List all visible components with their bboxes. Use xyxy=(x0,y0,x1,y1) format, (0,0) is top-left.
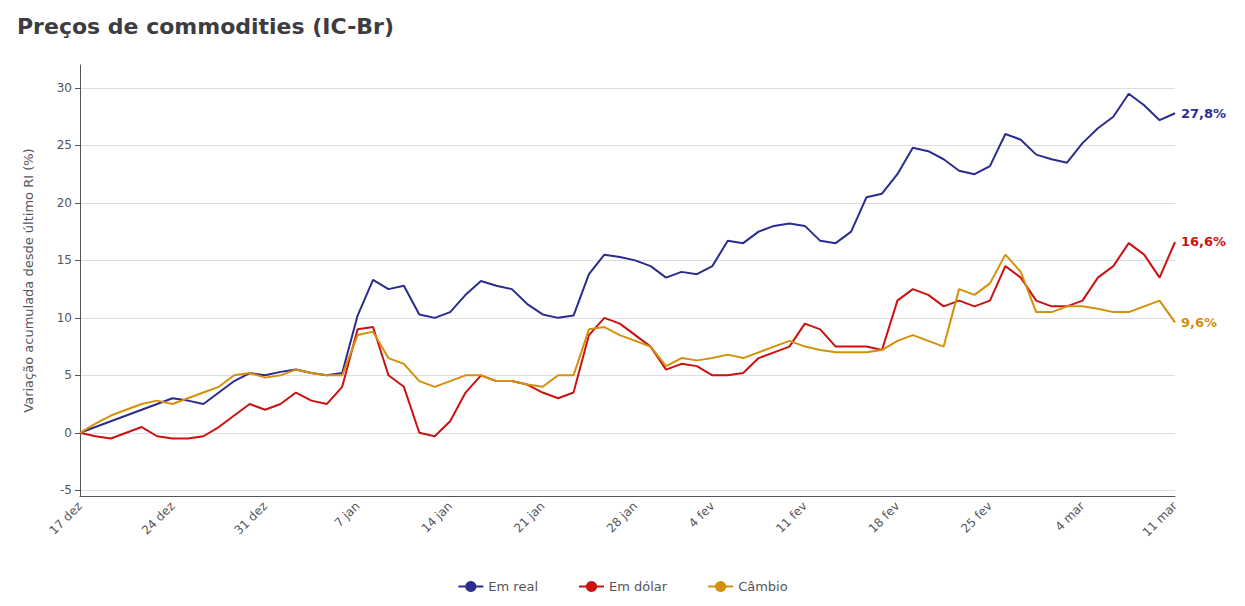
svg-text:11 fev: 11 fev xyxy=(773,499,810,536)
svg-text:20: 20 xyxy=(57,196,72,210)
svg-text:25 fev: 25 fev xyxy=(958,499,995,536)
svg-text:Em dólar: Em dólar xyxy=(609,579,668,594)
svg-text:0: 0 xyxy=(64,426,72,440)
svg-text:7 jan: 7 jan xyxy=(332,499,363,530)
svg-text:15: 15 xyxy=(57,253,72,267)
svg-text:Variação acumulada desde últim: Variação acumulada desde último RI (%) xyxy=(21,148,36,412)
svg-text:11 mar: 11 mar xyxy=(1140,499,1180,539)
svg-text:25: 25 xyxy=(57,138,72,152)
svg-text:31 dez: 31 dez xyxy=(232,499,270,537)
svg-text:21 jan: 21 jan xyxy=(511,499,547,535)
svg-text:10: 10 xyxy=(57,311,72,325)
svg-text:16,6%: 16,6% xyxy=(1181,234,1226,249)
svg-text:17 dez: 17 dez xyxy=(47,499,85,537)
svg-text:Em real: Em real xyxy=(488,579,538,594)
svg-text:27,8%: 27,8% xyxy=(1181,106,1226,121)
svg-text:30: 30 xyxy=(57,81,72,95)
svg-text:14 jan: 14 jan xyxy=(419,499,455,535)
svg-text:18 fev: 18 fev xyxy=(866,499,903,536)
svg-text:24 dez: 24 dez xyxy=(139,499,177,537)
svg-text:4 fev: 4 fev xyxy=(686,499,717,530)
svg-text:5: 5 xyxy=(64,368,72,382)
svg-text:Câmbio: Câmbio xyxy=(738,579,788,594)
svg-text:9,6%: 9,6% xyxy=(1181,315,1217,330)
svg-text:Preços de commodities (IC-Br): Preços de commodities (IC-Br) xyxy=(17,14,394,39)
svg-text:28 jan: 28 jan xyxy=(604,499,640,535)
svg-text:-5: -5 xyxy=(60,483,72,497)
svg-text:4 mar: 4 mar xyxy=(1052,499,1087,534)
